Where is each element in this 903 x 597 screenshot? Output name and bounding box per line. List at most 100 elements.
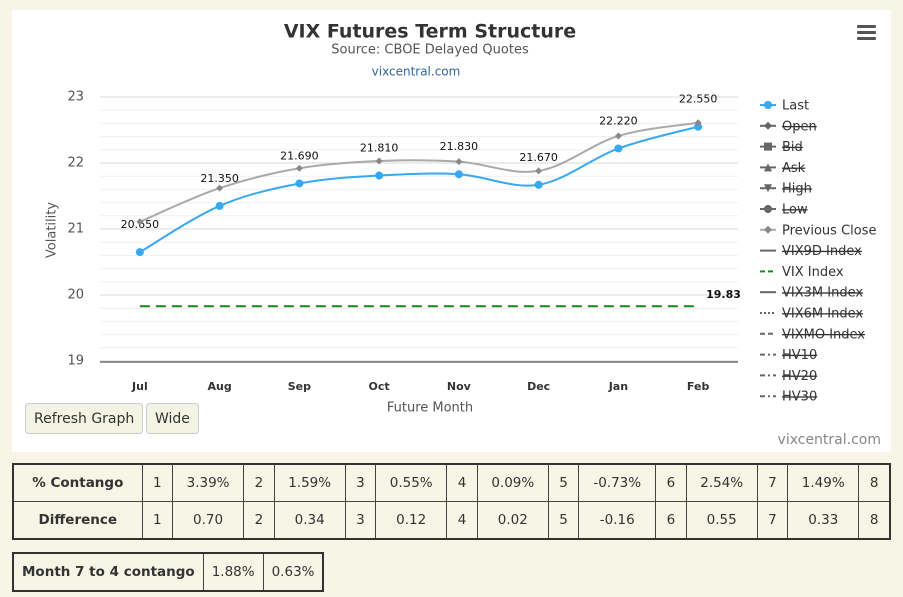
marker xyxy=(455,158,463,166)
table-cell: 0.12 xyxy=(375,501,448,540)
table-cell: 0.34 xyxy=(273,501,346,540)
x-tick-label: Oct xyxy=(369,380,390,393)
menu-bar xyxy=(857,37,876,40)
legend-label: VIX9D Index xyxy=(782,244,862,259)
legend-label: Last xyxy=(782,99,809,114)
source-link[interactable]: vixcentral.com xyxy=(372,65,461,79)
legend-item[interactable]: Last xyxy=(760,99,809,114)
menu-icon[interactable] xyxy=(857,25,876,40)
legend-item[interactable]: Open xyxy=(760,119,817,134)
legend-item[interactable]: HV20 xyxy=(760,369,817,384)
legend-item[interactable]: VIX3M Index xyxy=(760,286,863,301)
legend-label: Ask xyxy=(782,161,806,176)
chart: VIX Futures Term Structure Source: CBOE … xyxy=(45,21,882,449)
legend-label: VIXMO Index xyxy=(782,327,865,342)
y-tick-label: 23 xyxy=(67,90,84,105)
marker xyxy=(614,132,622,140)
table-cell: 3.39% xyxy=(171,463,245,502)
legend-item[interactable]: High xyxy=(760,182,812,197)
data-label: 21.350 xyxy=(200,172,239,185)
legend-label: HV10 xyxy=(782,348,817,363)
marker xyxy=(764,101,772,109)
table-cell: 0.70 xyxy=(171,501,245,540)
legend-label: Bid xyxy=(782,140,803,155)
legend-item[interactable]: VIX Index xyxy=(760,265,844,280)
table-cell: 3 xyxy=(344,463,377,502)
marker xyxy=(694,122,703,131)
table-cell: 1.88% xyxy=(202,552,264,592)
marker xyxy=(764,184,772,193)
table-cell: 1.49% xyxy=(787,463,860,502)
table-cell: 2 xyxy=(243,501,275,540)
wide-button[interactable]: Wide xyxy=(146,403,199,434)
marker xyxy=(454,170,463,179)
legend-item[interactable]: Previous Close xyxy=(760,223,877,238)
x-tick-label: Jan xyxy=(608,380,628,393)
marker xyxy=(215,201,224,210)
x-axis-label: Future Month xyxy=(387,401,473,416)
table-cell: 4 xyxy=(446,463,478,502)
data-label: 21.830 xyxy=(440,140,479,153)
refresh-button[interactable]: Refresh Graph xyxy=(25,403,144,434)
marker xyxy=(375,171,384,180)
table-cell: 0.09% xyxy=(476,463,549,502)
table-cell: 0.02 xyxy=(476,501,549,540)
y-tick-label: 21 xyxy=(67,222,84,237)
table-cell: -0.73% xyxy=(578,463,657,502)
x-tick-label: Jul xyxy=(131,380,148,393)
x-tick-label: Nov xyxy=(447,380,472,393)
legend-item[interactable]: Ask xyxy=(760,161,806,176)
marker xyxy=(136,218,144,226)
legend-item[interactable]: Low xyxy=(760,203,808,218)
data-label: 22.220 xyxy=(599,114,638,127)
legend-label: Low xyxy=(782,203,808,218)
row-header: % Contango xyxy=(12,463,143,502)
marker xyxy=(764,142,772,151)
table-cell: 1 xyxy=(141,463,174,502)
x-tick-label: Dec xyxy=(527,380,550,393)
marker xyxy=(764,121,772,130)
marker xyxy=(764,163,772,172)
legend-item[interactable]: VIX6M Index xyxy=(760,307,863,322)
marker xyxy=(764,205,772,213)
table-cell: 7 xyxy=(756,463,789,502)
table-cell: 6 xyxy=(655,463,687,502)
table-row: Difference 1 0.70 2 0.34 3 0.12 4 0.02 5 -0.16 6 0.5… xyxy=(12,501,891,540)
table-cell: 2.54% xyxy=(685,463,758,502)
data-label: 19.83 xyxy=(706,288,741,301)
menu-bar xyxy=(857,25,876,28)
table-cell: 1.59% xyxy=(273,463,346,502)
table-cell: 5 xyxy=(547,501,580,540)
data-label: 21.810 xyxy=(360,142,399,155)
menu-bar xyxy=(857,31,876,34)
table-cell: 0.63% xyxy=(262,552,324,592)
table-row: Month 7 to 4 contango 1.88% 0.63% xyxy=(12,552,324,592)
credits[interactable]: vixcentral.com xyxy=(778,432,881,448)
table-cell: 1 xyxy=(141,501,174,540)
row-header: Difference xyxy=(12,501,143,540)
data-label: 21.670 xyxy=(519,151,558,164)
legend-item[interactable]: HV30 xyxy=(760,390,817,405)
marker xyxy=(535,167,543,175)
table-cell: 8 xyxy=(858,501,891,540)
series-line xyxy=(139,121,699,223)
legend-label: High xyxy=(782,182,812,197)
table-cell: 3 xyxy=(344,501,377,540)
y-axis-label: Volatility xyxy=(45,202,60,258)
row-header: Month 7 to 4 contango xyxy=(12,552,204,592)
legend-item[interactable]: HV10 xyxy=(760,348,817,363)
table-row: % Contango 1 3.39% 2 1.59% 3 0.55% 4 0.09% 5 -0.73… xyxy=(12,463,891,502)
series-line xyxy=(139,125,699,253)
table-cell: 5 xyxy=(547,463,580,502)
x-tick-label: Aug xyxy=(208,380,232,393)
table-cell: 0.33 xyxy=(787,501,860,540)
legend-item[interactable]: VIX9D Index xyxy=(760,244,862,259)
marker xyxy=(534,180,543,189)
data-label: 21.690 xyxy=(280,149,319,162)
legend-item[interactable]: Bid xyxy=(760,140,803,155)
legend-label: HV20 xyxy=(782,369,817,384)
legend-item[interactable]: VIXMO Index xyxy=(760,327,865,342)
marker xyxy=(614,144,623,153)
marker xyxy=(295,179,304,188)
